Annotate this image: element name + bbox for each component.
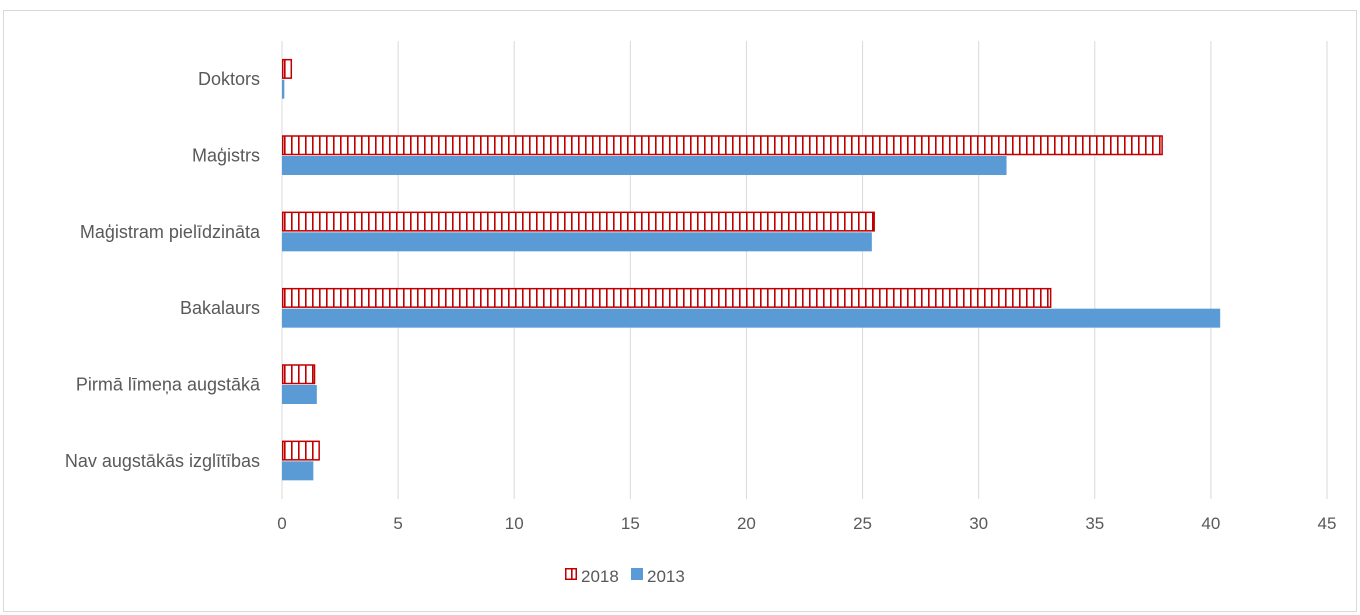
- category-label: Nav augstākās izglītības: [65, 451, 260, 471]
- category-label: Doktors: [198, 69, 260, 89]
- legend-label-2018: 2018: [581, 567, 619, 586]
- bars: [282, 58, 1221, 481]
- x-tick-label: 45: [1318, 514, 1337, 533]
- bar-2013: [282, 461, 314, 481]
- bar-chart: Doktors Maģistrs Maģistram pielīdzināta Bak…: [65, 41, 1336, 586]
- x-tick-label: 5: [393, 514, 402, 533]
- x-tick-label: 20: [737, 514, 756, 533]
- bar-2013: [282, 385, 317, 404]
- bar-2018: [282, 440, 320, 461]
- chart-area: Doktors Maģistrs Maģistram pielīdzināta Bak…: [3, 10, 1357, 612]
- x-tick-label: 40: [1201, 514, 1220, 533]
- x-tick-label: 30: [969, 514, 988, 533]
- category-label: Pirmā līmeņa augstākā: [76, 375, 261, 395]
- x-tick-label: 25: [853, 514, 872, 533]
- category-label: Bakalaurs: [180, 298, 260, 318]
- category-label: Maģistrs: [192, 146, 260, 166]
- bar-2018: [282, 211, 875, 232]
- x-tick-label: 15: [621, 514, 640, 533]
- x-tick-labels: 0 5 10 15 20 25 30 35 40 45: [277, 514, 1336, 533]
- x-tick-label: 10: [505, 514, 524, 533]
- legend: 2018 2013: [565, 567, 685, 586]
- bar-2018: [282, 58, 293, 79]
- bar-2013: [282, 308, 1221, 328]
- category-label: Maģistram pielīdzināta: [80, 222, 261, 242]
- bar-2018: [282, 364, 316, 385]
- x-tick-label: 0: [277, 514, 286, 533]
- x-tick-label: 35: [1085, 514, 1104, 533]
- legend-label-2013: 2013: [647, 567, 685, 586]
- bar-2018: [282, 135, 1163, 156]
- legend-swatch-2013: [631, 568, 643, 580]
- bar-2013: [282, 156, 1007, 175]
- bar-2013: [282, 79, 285, 99]
- bar-2018: [282, 287, 1052, 308]
- category-labels: Doktors Maģistrs Maģistram pielīdzināta Bak…: [65, 69, 261, 471]
- gridlines: [281, 41, 1328, 499]
- legend-swatch-2018: [565, 568, 577, 580]
- bar-2013: [282, 232, 872, 252]
